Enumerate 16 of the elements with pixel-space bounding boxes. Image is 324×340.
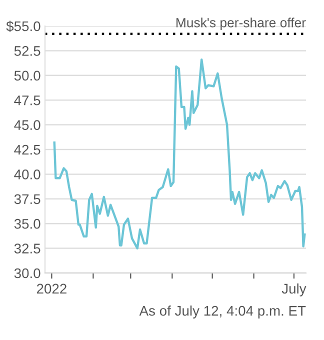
- y-tick-label: 40.0: [14, 170, 40, 180]
- y-tick-label: 47.5: [14, 96, 40, 106]
- y-tick-label: 45.0: [14, 120, 40, 130]
- y-tick-label: 37.5: [14, 194, 40, 204]
- line-series: [53, 58, 306, 250]
- x-tick-label: July: [282, 283, 306, 296]
- y-tick-label: $55.0: [6, 20, 40, 32]
- y-tick-label: 50.0: [14, 70, 40, 81]
- y-tick-label: 35.0: [14, 218, 40, 229]
- y-tick-label: 42.5: [14, 144, 40, 155]
- y-tick-label: 52.5: [14, 46, 40, 56]
- x-tick-label: 2022: [36, 284, 66, 294]
- y-tick-label: 32.5: [14, 244, 40, 254]
- text: As of July 12, 4:04 p.m. ET: [139, 306, 306, 318]
- ref-line-label: Musk's per-share offer: [176, 18, 306, 30]
- y-tick-label: 30.0: [14, 268, 40, 278]
